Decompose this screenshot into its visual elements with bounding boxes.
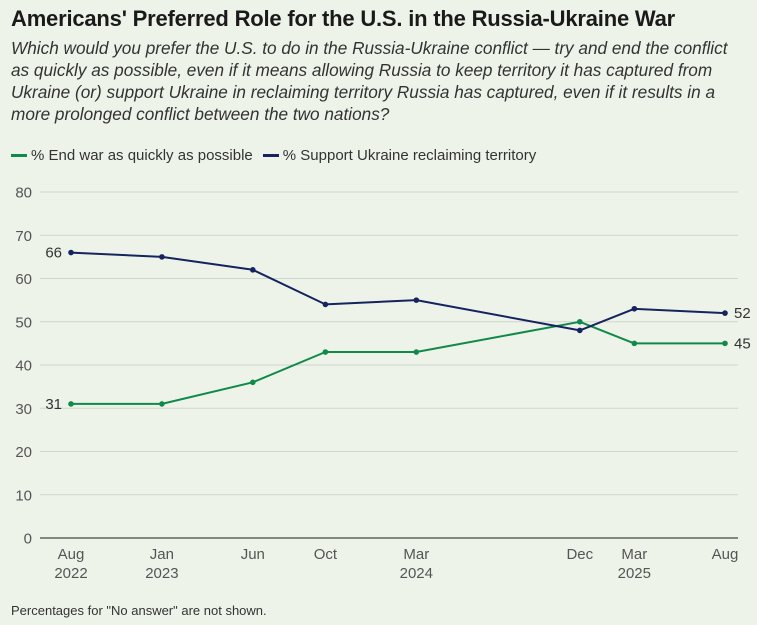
data-point-end-war [68,401,74,407]
data-point-support-ukraine [250,267,256,273]
data-label-start: 31 [45,396,62,413]
data-point-end-war [413,349,420,355]
data-point-end-war [250,379,256,386]
data-point-support-ukraine [322,301,329,308]
y-tick-label: 80 [15,185,32,202]
x-tick-month-label: Jun [241,546,265,563]
data-point-support-ukraine [577,327,583,334]
data-point-end-war [577,318,583,325]
y-tick-label: 60 [15,271,32,288]
y-tick-label: 10 [15,487,32,504]
data-point-support-ukraine [159,254,165,260]
x-tick-month-label: Dec [566,546,593,563]
x-tick-month-label: Aug [58,546,85,563]
x-tick-month-label: Mar [403,546,429,563]
series-line-end-war [71,320,725,405]
data-point-end-war [722,340,728,347]
x-tick-year-label: 2023 [145,565,178,582]
y-tick-label: 20 [15,444,32,461]
series-line-support-ukraine [70,251,726,332]
legend-label-end-war: % End war as quickly as possible [31,147,253,164]
y-tick-label: 40 [15,358,32,375]
chart-subtitle: Which would you prefer the U.S. to do in… [11,38,728,124]
y-tick-label: 50 [15,314,32,331]
legend-label-support-ukraine: % Support Ukraine reclaiming territory [282,147,537,164]
legend-item-end-war: % End war as quickly as possible [11,147,253,164]
x-tick-month-label: Aug [712,546,739,563]
data-label-start: 66 [45,245,62,262]
x-tick-month-label: Oct [314,546,338,563]
chart-legend: % End war as quickly as possible % Suppo… [11,147,546,164]
y-tick-label: 70 [15,228,32,245]
x-tick-year-label: 2024 [400,565,433,582]
legend-item-support-ukraine: % Support Ukraine reclaiming territory [262,147,537,164]
chart-footnote: Percentages for "No answer" are not show… [11,603,267,618]
data-label-end: 45 [734,335,751,352]
legend-swatch-support-ukraine [262,154,279,157]
legend-swatch-end-war [11,154,27,157]
y-tick-label: 30 [15,401,32,418]
x-tick-month-label: Mar [621,546,647,563]
x-tick-year-label: 2022 [54,565,87,582]
x-tick-month-label: Jan [150,546,174,563]
chart-title: Americans' Preferred Role for the U.S. i… [11,6,676,31]
x-tick-year-label: 2025 [618,565,651,582]
data-point-end-war [159,401,165,407]
data-point-support-ukraine [68,249,74,256]
data-point-end-war [322,349,329,355]
data-point-support-ukraine [631,305,638,312]
y-tick-label: 0 [24,531,32,548]
data-point-support-ukraine [722,310,728,316]
data-point-end-war [631,340,638,347]
data-point-support-ukraine [413,297,420,303]
data-label-end: 52 [734,305,751,322]
